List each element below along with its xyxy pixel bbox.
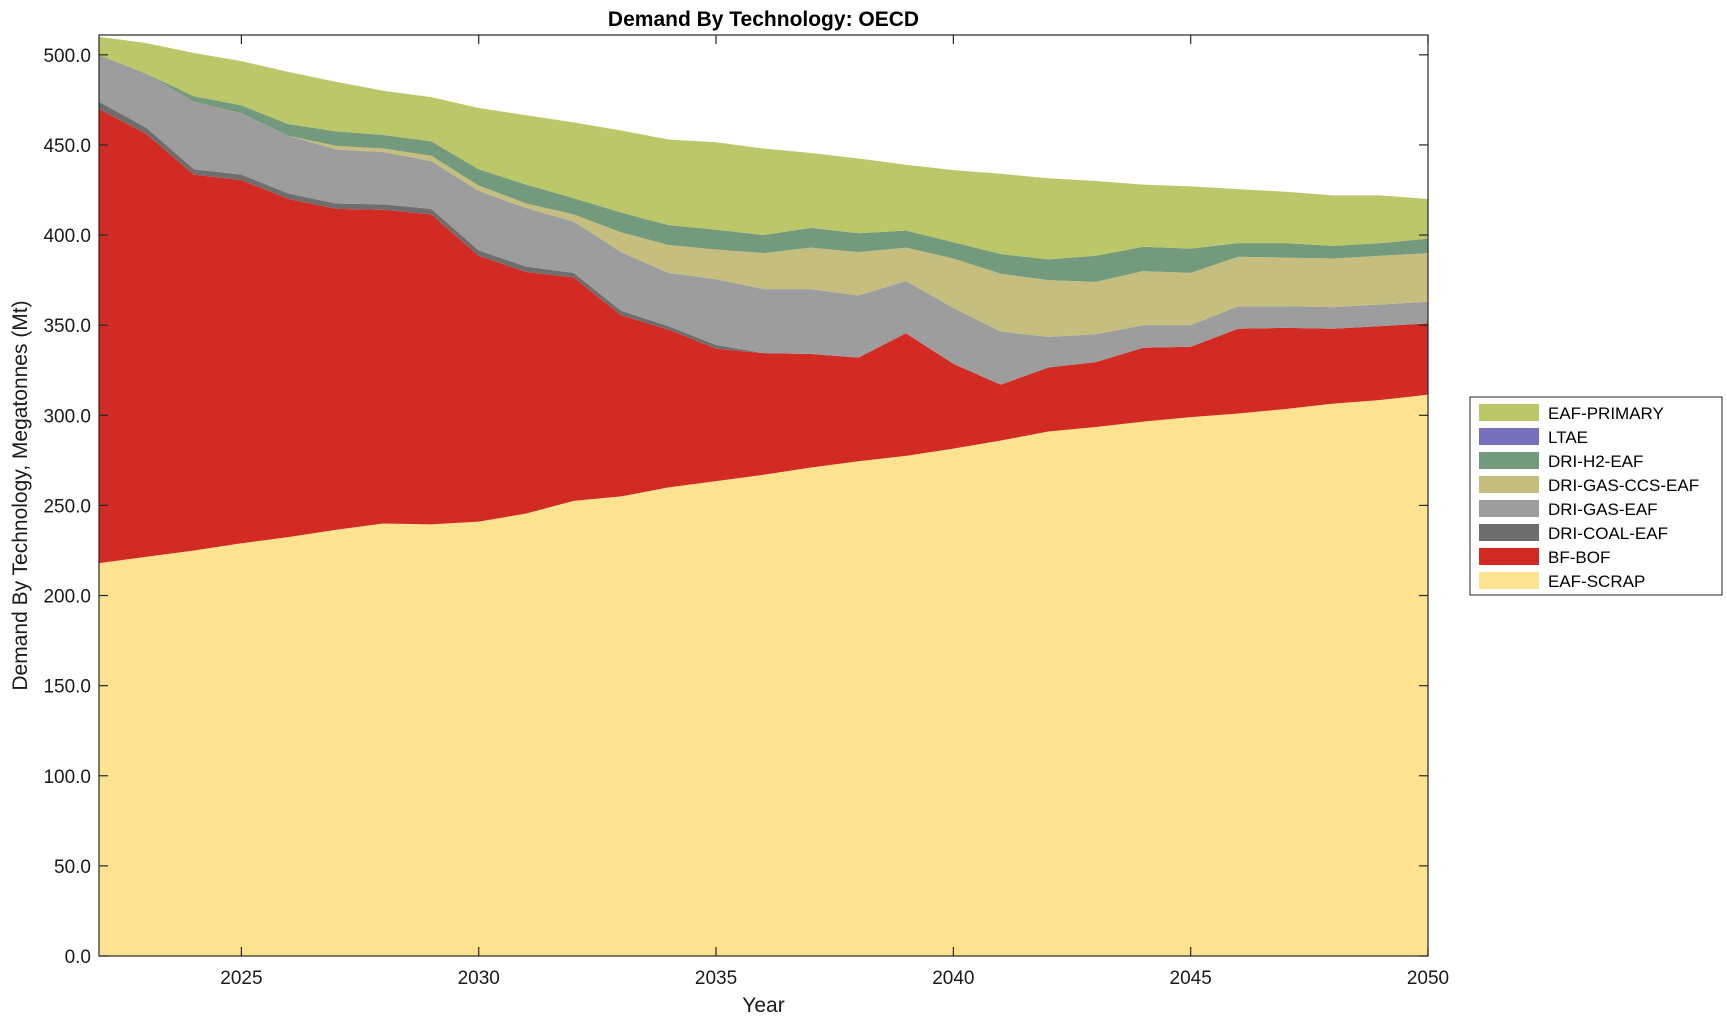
- chart-title: Demand By Technology: OECD: [608, 8, 919, 31]
- x-axis-title: Year: [742, 994, 784, 1017]
- x-axis: 2025 2030 2035 2040 2045 2050: [220, 35, 1449, 989]
- y-tick-label: 200.0: [43, 587, 91, 608]
- x-tick-label: 2040: [932, 968, 974, 989]
- area-eaf-primary: [99, 36, 1428, 260]
- y-tick-label: 450.0: [43, 136, 91, 157]
- legend-label: DRI-GAS-EAF: [1548, 500, 1658, 519]
- y-tick-label: 500.0: [43, 46, 91, 67]
- area-layers: [99, 36, 1428, 956]
- legend-swatch: [1479, 476, 1539, 493]
- x-tick-label: 2050: [1407, 968, 1449, 989]
- plot-frame: [98, 34, 1429, 957]
- legend-swatch: [1479, 428, 1539, 445]
- legend-swatch: [1479, 404, 1539, 421]
- y-tick-label: 150.0: [43, 677, 91, 698]
- y-tick-label: 100.0: [43, 767, 91, 788]
- x-tick-label: 2035: [695, 968, 737, 989]
- x-tick-label: 2025: [220, 968, 262, 989]
- legend-swatch: [1479, 548, 1539, 565]
- y-tick-label: 300.0: [43, 406, 91, 427]
- legend-swatch: [1479, 572, 1539, 589]
- legend-label: DRI-COAL-EAF: [1548, 524, 1668, 543]
- legend-label: LTAE: [1548, 428, 1588, 447]
- y-tick-label: 400.0: [43, 226, 91, 247]
- x-tick-label: 2045: [1170, 968, 1212, 989]
- legend-swatch: [1479, 524, 1539, 541]
- area-dri-h2-eaf: [99, 54, 1428, 282]
- y-tick-label: 250.0: [43, 496, 91, 517]
- y-tick-label: 0.0: [65, 947, 91, 968]
- legend-label: DRI-H2-EAF: [1548, 452, 1643, 471]
- legend-label: EAF-SCRAP: [1548, 572, 1645, 591]
- y-axis-title: Demand By Technology, Megatonnes (Mt): [9, 300, 32, 690]
- legend-label: BF-BOF: [1548, 548, 1610, 567]
- area-bf-bof: [99, 108, 1428, 564]
- legend: EAF-PRIMARY LTAE DRI-H2-EAF DRI-GAS-CCS-EAF…: [1469, 396, 1723, 596]
- y-tick-label: 50.0: [54, 857, 91, 878]
- legend-label: EAF-PRIMARY: [1548, 404, 1664, 423]
- legend-swatch: [1479, 500, 1539, 517]
- x-tick-label: 2030: [458, 968, 500, 989]
- y-axis: 0.0 50.0 100.0 150.0 200.0 250.0 300.0 350.0 400…: [43, 46, 1428, 968]
- y-tick-label: 350.0: [43, 316, 91, 337]
- legend-swatch: [1479, 452, 1539, 469]
- area-dri-gas-eaf: [99, 54, 1428, 385]
- area-dri-gas-ccs-eaf: [99, 54, 1428, 337]
- legend-label: DRI-GAS-CCS-EAF: [1548, 476, 1699, 495]
- area-eaf-scrap: [99, 394, 1428, 956]
- legend-items: EAF-PRIMARY LTAE DRI-H2-EAF DRI-GAS-CCS-EAF…: [1479, 404, 1699, 591]
